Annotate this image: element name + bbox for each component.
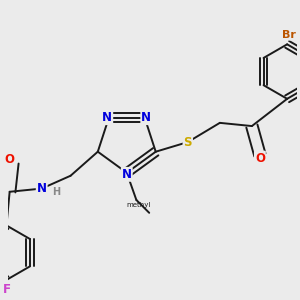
Text: N: N (122, 168, 132, 181)
Text: Br: Br (282, 30, 296, 40)
Text: O: O (5, 153, 15, 166)
Text: N: N (141, 111, 151, 124)
Text: N: N (102, 111, 112, 124)
Text: O: O (255, 152, 265, 165)
Text: H: H (52, 187, 60, 197)
Text: F: F (2, 283, 11, 296)
Text: methyl: methyl (127, 202, 151, 208)
Text: S: S (184, 136, 192, 148)
Text: N: N (37, 182, 47, 195)
